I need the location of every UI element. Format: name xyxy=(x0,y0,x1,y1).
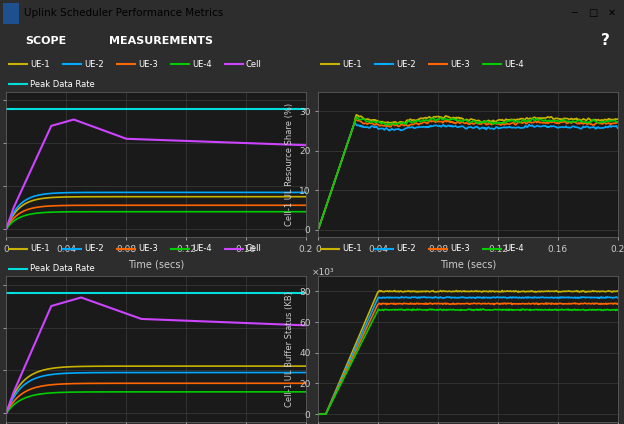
Text: UE-3: UE-3 xyxy=(450,244,470,253)
Text: Peak Data Rate: Peak Data Rate xyxy=(30,80,95,89)
Text: Cell: Cell xyxy=(246,60,261,69)
Text: ×10³: ×10³ xyxy=(312,268,335,276)
Text: ✕: ✕ xyxy=(607,8,616,18)
Text: Cell: Cell xyxy=(246,244,261,253)
Text: ?: ? xyxy=(601,33,610,48)
Text: □: □ xyxy=(588,8,597,18)
Text: UE-3: UE-3 xyxy=(138,244,158,253)
Text: UE-4: UE-4 xyxy=(192,60,212,69)
X-axis label: Time (secs): Time (secs) xyxy=(128,259,184,270)
Text: UE-3: UE-3 xyxy=(138,60,158,69)
X-axis label: Time (secs): Time (secs) xyxy=(440,259,496,270)
Bar xyxy=(3,3,19,24)
Text: UE-1: UE-1 xyxy=(342,60,362,69)
Y-axis label: Cell-1 UL Resource Share (%): Cell-1 UL Resource Share (%) xyxy=(285,103,293,226)
Text: Uplink Scheduler Performance Metrics: Uplink Scheduler Performance Metrics xyxy=(24,8,223,18)
Text: UE-4: UE-4 xyxy=(504,60,524,69)
Text: UE-2: UE-2 xyxy=(84,60,104,69)
Text: UE-1: UE-1 xyxy=(342,244,362,253)
Text: MEASUREMENTS: MEASUREMENTS xyxy=(109,36,213,46)
Y-axis label: Cell-1 UL Buffer Status (KB): Cell-1 UL Buffer Status (KB) xyxy=(285,291,293,407)
Text: UE-4: UE-4 xyxy=(504,244,524,253)
Text: UE-1: UE-1 xyxy=(30,244,50,253)
Text: UE-2: UE-2 xyxy=(396,244,416,253)
Text: UE-4: UE-4 xyxy=(192,244,212,253)
Text: SCOPE: SCOPE xyxy=(25,36,66,46)
Text: UE-1: UE-1 xyxy=(30,60,50,69)
Text: UE-2: UE-2 xyxy=(396,60,416,69)
Text: ─: ─ xyxy=(571,8,577,18)
Text: UE-3: UE-3 xyxy=(450,60,470,69)
Text: UE-2: UE-2 xyxy=(84,244,104,253)
Text: Peak Data Rate: Peak Data Rate xyxy=(30,264,95,273)
